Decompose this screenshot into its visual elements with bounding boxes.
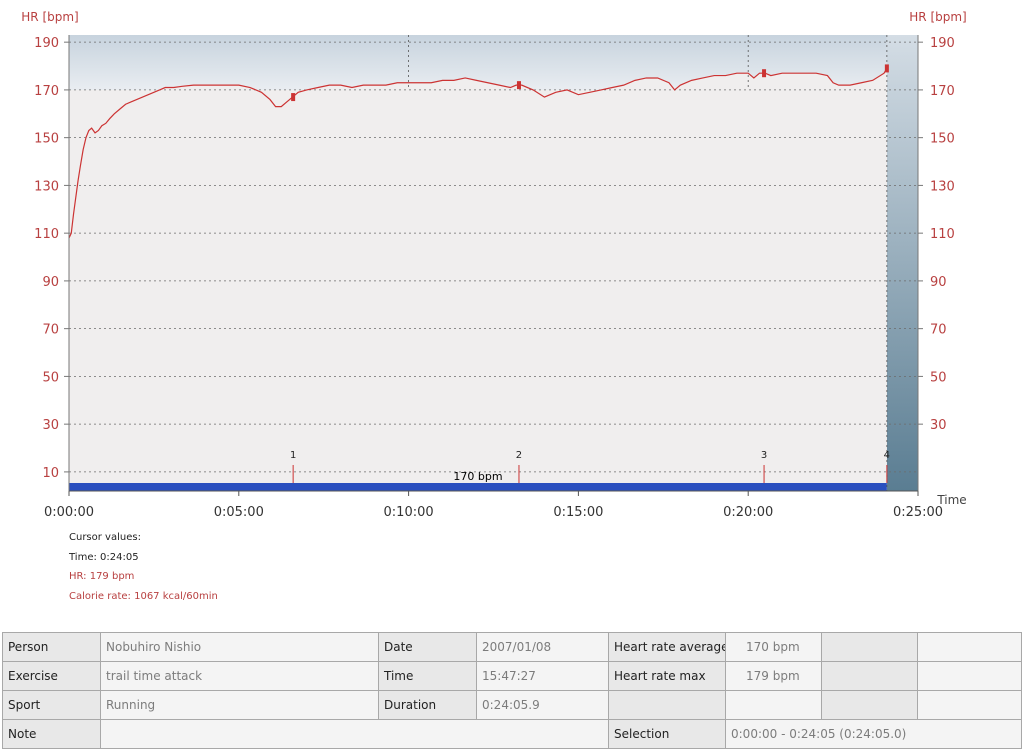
- person-label: Person: [2, 632, 101, 662]
- lap-label-2: 2: [516, 450, 522, 461]
- plot-background: [69, 35, 918, 492]
- empty-cell: [821, 632, 918, 662]
- under-curve-fill: [69, 68, 887, 492]
- hr-average-value: 170 bpm: [725, 632, 822, 662]
- hr-chart: 1 2 3 4 10 30 50 70 90 110 130 150 170 190 30 50 70 90 11…: [21, 10, 966, 520]
- lap-point-4: [884, 64, 889, 73]
- x-tick-label-600: 0:10:00: [384, 505, 434, 520]
- y-tick-label-left-190: 190: [34, 36, 59, 51]
- x-axis-label: Time: [936, 493, 966, 507]
- y-tick-label-right-130: 130: [930, 179, 955, 194]
- y-tick-label-right-90: 90: [930, 275, 947, 290]
- y-axis-label-right: HR [bpm]: [909, 10, 966, 24]
- empty-cell: [821, 661, 918, 691]
- y-tick-label-left-30: 30: [42, 418, 59, 433]
- y-tick-label-right-70: 70: [930, 323, 947, 338]
- note-label: Note: [2, 719, 101, 749]
- table-row: Person Nobuhiro Nishio Date 2007/01/08 H…: [2, 632, 1022, 662]
- hr-line: [68, 68, 888, 239]
- cursor-calorie: Calorie rate: 1067 kcal/60min: [69, 590, 218, 602]
- y-tick-label-left-10: 10: [42, 466, 59, 481]
- lap-label-4: 4: [884, 450, 890, 461]
- y-tick-label-right-50: 50: [930, 370, 947, 385]
- lap-markers: 1 2 3 4: [290, 450, 890, 483]
- y-tick-label-right-30: 30: [930, 418, 947, 433]
- empty-cell: [821, 690, 918, 720]
- y-tick-label-right-110: 110: [930, 227, 955, 242]
- sport-label: Sport: [2, 690, 101, 720]
- lap-point-2: [516, 81, 521, 90]
- empty-cell: [917, 661, 1022, 691]
- y-tick-label-left-170: 170: [34, 84, 59, 99]
- table-row: Exercise trail time attack Time 15:47:27…: [2, 661, 1022, 691]
- empty-cell: [917, 632, 1022, 662]
- table-row: Note Selection 0:00:00 - 0:24:05 (0:24:0…: [2, 719, 1022, 749]
- x-tick-label-300: 0:05:00: [214, 505, 264, 520]
- axes: 10 30 50 70 90 110 130 150 170 190 30 50 70 90 110 130 1…: [34, 35, 955, 520]
- y-tick-label-left-150: 150: [34, 132, 59, 147]
- hr-limit-bar: [69, 483, 887, 491]
- cursor-time: Time: 0:24:05: [69, 551, 139, 563]
- y-tick-label-left-70: 70: [42, 323, 59, 338]
- cursor-values: Cursor values: Time: 0:24:05 HR: 179 bpm…: [69, 528, 218, 606]
- duration-value: 0:24:05.9: [476, 690, 609, 720]
- selection-label: Selection: [608, 719, 726, 749]
- empty-cell: [725, 690, 822, 720]
- lap-label-3: 3: [761, 450, 767, 461]
- time-label: Time: [378, 661, 477, 691]
- cursor-title: Cursor values:: [69, 532, 141, 543]
- hr-max-value: 179 bpm: [725, 661, 822, 691]
- lap-label-1: 1: [290, 450, 296, 461]
- y-axis-label-left: HR [bpm]: [21, 10, 78, 24]
- y-tick-label-right-150: 150: [930, 132, 955, 147]
- y-tick-label-left-50: 50: [42, 370, 59, 385]
- cursor-hr: HR: 179 bpm: [69, 571, 135, 582]
- date-value: 2007/01/08: [476, 632, 609, 662]
- note-value: [100, 719, 609, 749]
- hr-max-label: Heart rate max: [608, 661, 726, 691]
- duration-label: Duration: [378, 690, 477, 720]
- sport-value: Running: [100, 690, 379, 720]
- x-tick-label-900: 0:15:00: [553, 505, 603, 520]
- empty-cell: [608, 690, 726, 720]
- selection-value: 0:00:00 - 0:24:05 (0:24:05.0): [725, 719, 1022, 749]
- empty-cell: [917, 690, 1022, 720]
- lap-point-3: [762, 69, 767, 78]
- x-tick-label-1500: 0:25:00: [893, 505, 943, 520]
- y-tick-label-left-110: 110: [34, 227, 59, 242]
- date-label: Date: [378, 632, 477, 662]
- y-tick-label-right-190: 190: [930, 36, 955, 51]
- person-value: Nobuhiro Nishio: [100, 632, 379, 662]
- hr-average-label: Heart rate average: [608, 632, 726, 662]
- y-tick-label-left-130: 130: [34, 179, 59, 194]
- hr-series: [68, 64, 889, 239]
- hr-limit-bar-label: 170 bpm: [453, 470, 502, 483]
- grid-lines: [69, 35, 918, 491]
- y-tick-label-left-90: 90: [42, 275, 59, 290]
- exercise-value: trail time attack: [100, 661, 379, 691]
- lap-point-1: [291, 93, 296, 102]
- table-row: Sport Running Duration 0:24:05.9: [2, 690, 1022, 720]
- x-tick-label-0: 0:00:00: [44, 505, 94, 520]
- exercise-label: Exercise: [2, 661, 101, 691]
- exercise-info-table: Person Nobuhiro Nishio Date 2007/01/08 H…: [2, 632, 1022, 749]
- time-value: 15:47:27: [476, 661, 609, 691]
- x-tick-label-1200: 0:20:00: [723, 505, 773, 520]
- after-exercise-zone: [886, 35, 918, 491]
- y-tick-label-right-170: 170: [930, 84, 955, 99]
